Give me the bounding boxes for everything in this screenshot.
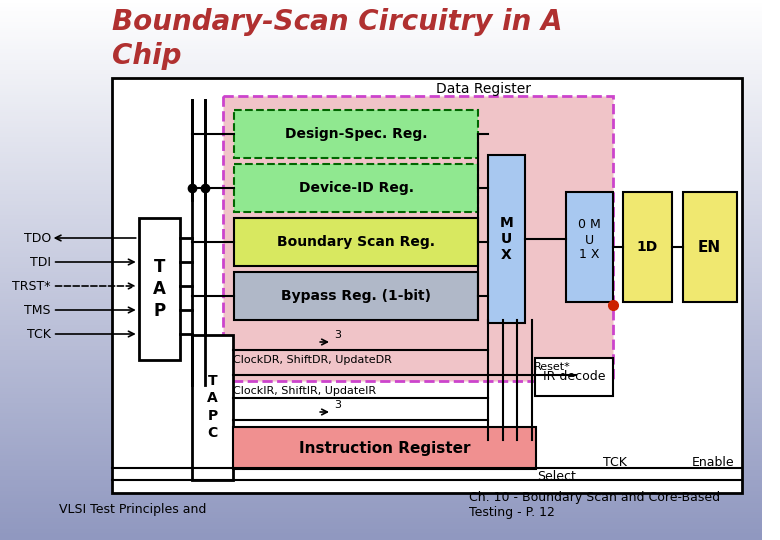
Text: Bypass Reg. (1-bit): Bypass Reg. (1-bit)	[282, 289, 431, 303]
Text: 1D: 1D	[636, 240, 658, 254]
Text: T
A
P
C: T A P C	[207, 374, 218, 440]
Text: Data Register: Data Register	[436, 82, 530, 96]
Bar	[233, 427, 536, 469]
Bar	[535, 358, 613, 396]
Text: 3: 3	[334, 400, 341, 410]
Bar	[622, 192, 672, 302]
Text: VLSI Test Principles and: VLSI Test Principles and	[58, 503, 206, 516]
Text: Instruction Register: Instruction Register	[299, 441, 470, 456]
Bar	[488, 155, 525, 323]
Text: TDO: TDO	[23, 232, 51, 245]
Bar	[234, 272, 478, 320]
Text: 3: 3	[334, 330, 341, 340]
Bar	[683, 192, 737, 302]
Text: TRST*: TRST*	[12, 280, 51, 293]
Text: Chip: Chip	[112, 42, 182, 70]
Bar	[193, 335, 233, 480]
Text: IR decode: IR decode	[543, 370, 605, 383]
Text: M
U
X: M U X	[500, 216, 513, 262]
Text: T
A
P: T A P	[153, 258, 165, 320]
Text: TMS: TMS	[24, 303, 51, 316]
Text: TDI: TDI	[30, 255, 51, 268]
Text: Boundary Scan Reg.: Boundary Scan Reg.	[277, 235, 435, 249]
Bar	[222, 96, 613, 381]
Bar	[234, 164, 478, 212]
Bar	[112, 78, 742, 493]
Bar	[234, 218, 478, 266]
Bar	[139, 218, 179, 360]
Text: ClockDR, ShiftDR, UpdateDR: ClockDR, ShiftDR, UpdateDR	[233, 355, 392, 365]
Text: Boundary-Scan Circuitry in A: Boundary-Scan Circuitry in A	[112, 8, 562, 36]
Text: TCK: TCK	[27, 327, 51, 341]
Text: 0 M
U
1 X: 0 M U 1 X	[578, 219, 601, 261]
Text: Device-ID Reg.: Device-ID Reg.	[299, 181, 413, 195]
Bar	[234, 110, 478, 158]
Text: EN: EN	[698, 240, 722, 254]
Text: Reset*: Reset*	[534, 362, 571, 372]
Text: Select: Select	[537, 469, 576, 483]
Text: Design-Spec. Reg.: Design-Spec. Reg.	[285, 127, 427, 141]
Text: Ch. 10 - Boundary Scan and Core-Based
Testing - P. 12: Ch. 10 - Boundary Scan and Core-Based Te…	[469, 491, 720, 519]
Text: ClockIR, ShiftIR, UpdateIR: ClockIR, ShiftIR, UpdateIR	[233, 386, 377, 396]
Text: Enable: Enable	[691, 456, 734, 469]
Text: TCK: TCK	[603, 456, 627, 469]
Bar	[566, 192, 613, 302]
